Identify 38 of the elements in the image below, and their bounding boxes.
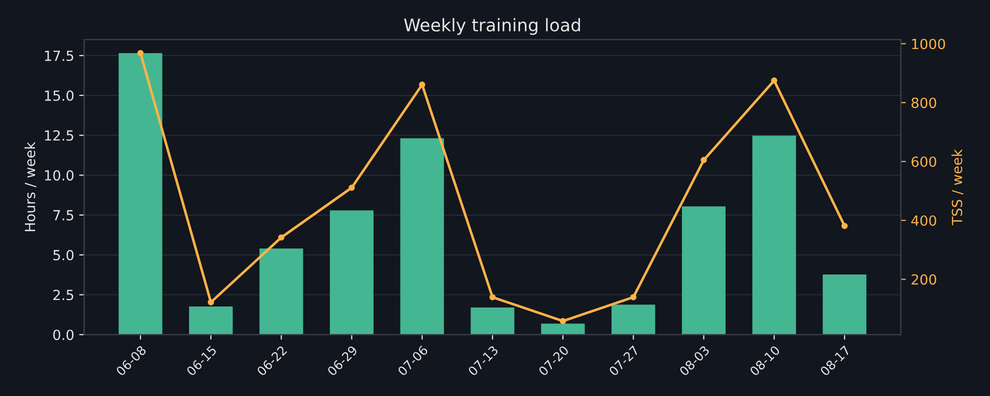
y2-tick-label: 200	[912, 274, 936, 285]
point	[137, 50, 144, 56]
y-tick-label: 0.0	[53, 330, 74, 340]
y-tick-label: 5.0	[53, 250, 74, 260]
y-tick-label: 7.5	[53, 210, 74, 220]
y-tick-label: 17.5	[45, 50, 74, 62]
y-tick-label: 12.5	[45, 130, 74, 141]
y-axis-title: Hours / week	[24, 142, 36, 232]
point	[771, 77, 778, 84]
bar	[612, 304, 656, 335]
y-tick-label: 2.5	[53, 290, 74, 300]
point	[489, 294, 496, 300]
bar	[400, 138, 444, 335]
y2-tick-label: 600	[912, 156, 936, 167]
point	[418, 82, 426, 88]
bar	[752, 136, 796, 335]
bar	[189, 306, 233, 335]
bar	[822, 274, 866, 335]
y-tick-label: 15.0	[45, 90, 74, 101]
bar	[682, 206, 726, 335]
point	[348, 184, 355, 191]
bar	[470, 308, 514, 335]
point	[630, 294, 636, 300]
bar	[118, 53, 162, 335]
y2-tick-label: 400	[911, 215, 936, 226]
point	[208, 299, 214, 306]
point	[278, 234, 284, 241]
y2-axis-title: TSS / week	[952, 149, 964, 226]
bar	[259, 248, 304, 335]
y2-tick-label: 1000	[912, 38, 946, 50]
point	[841, 222, 848, 230]
bar	[541, 324, 585, 335]
y-tick-label: 10.0	[45, 170, 74, 181]
point	[700, 156, 707, 164]
bar	[330, 210, 374, 335]
chart-title: Weekly training load	[404, 18, 580, 35]
point	[560, 318, 566, 324]
y2-tick-label: 800	[912, 98, 936, 108]
